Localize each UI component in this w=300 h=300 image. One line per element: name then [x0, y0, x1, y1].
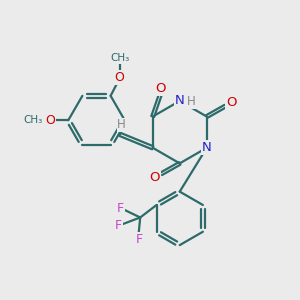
Text: H: H	[187, 95, 195, 108]
Text: F: F	[136, 233, 143, 246]
Text: CH₃: CH₃	[23, 115, 42, 125]
Text: O: O	[155, 82, 165, 95]
Text: O: O	[149, 171, 160, 184]
Text: N: N	[202, 141, 211, 154]
Text: H: H	[117, 118, 126, 131]
Text: CH₃: CH₃	[110, 53, 129, 63]
Text: N: N	[175, 94, 184, 107]
Text: F: F	[117, 202, 124, 215]
Text: O: O	[46, 114, 56, 127]
Text: F: F	[115, 219, 122, 232]
Text: O: O	[115, 71, 124, 84]
Text: O: O	[226, 96, 237, 109]
